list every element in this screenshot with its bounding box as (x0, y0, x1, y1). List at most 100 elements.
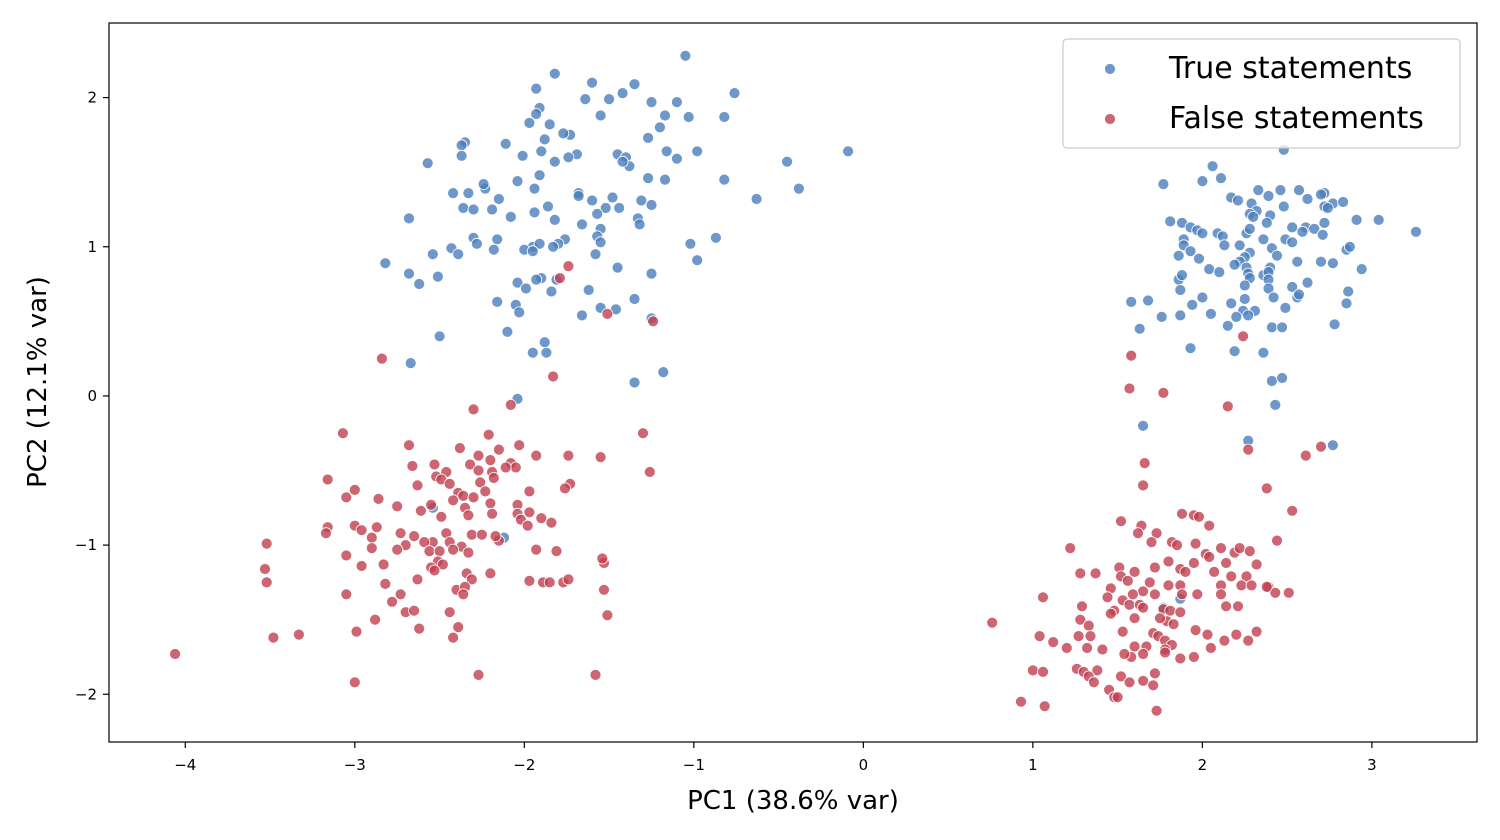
true-statement-point (793, 182, 805, 195)
legend-true-marker (1104, 63, 1116, 75)
false-statement-point (1047, 636, 1060, 648)
false-statement-point (457, 489, 470, 502)
true-statement-point (499, 137, 512, 150)
false-statement-point (369, 613, 382, 626)
false-statement-point (1203, 519, 1216, 532)
true-statement-point (660, 145, 673, 158)
false-statement-point (1230, 628, 1243, 641)
false-statement-point (372, 492, 385, 505)
false-statement-point (1174, 652, 1187, 665)
true-statement-point (1276, 321, 1288, 334)
false-statement-point (411, 573, 424, 586)
false-statement-point (379, 578, 392, 590)
true-statement-point (1293, 288, 1305, 301)
false-statement-point (447, 631, 460, 644)
false-statement-point (594, 451, 607, 464)
false-statement-point (1111, 691, 1124, 704)
true-statement-point (1350, 213, 1363, 226)
true-statement-point (750, 193, 763, 205)
true-statement-point (645, 199, 658, 211)
false-statement-point (340, 491, 353, 504)
false-statement-point (375, 352, 388, 365)
true-statement-point (645, 267, 658, 280)
true-statement-point (659, 173, 671, 186)
false-statement-point (1193, 510, 1205, 523)
false-statement-point (1125, 349, 1138, 362)
false-statement-point (428, 564, 441, 577)
true-statement-point (543, 118, 556, 131)
false-statement-point (499, 461, 512, 474)
true-statement-point (1410, 225, 1422, 238)
true-statement-point (467, 203, 480, 216)
false-statement-point (1167, 618, 1180, 631)
false-statement-point (1137, 479, 1149, 492)
false-statement-point (418, 536, 431, 548)
false-statement-point (1147, 679, 1160, 692)
false-statement-point (1128, 612, 1141, 625)
false-statement-point (1286, 504, 1299, 517)
true-statement-point (781, 155, 793, 168)
false-statement-point (1115, 670, 1127, 683)
true-statement-point (684, 237, 697, 250)
true-statement-point (535, 145, 548, 158)
true-statement-point (1137, 419, 1149, 432)
y-axis: −2 −1 0 1 2 (75, 89, 109, 703)
true-statement-point (562, 151, 575, 164)
true-statement-point (1193, 252, 1205, 265)
false-statement-point (1091, 664, 1104, 677)
true-statement-point (1213, 266, 1226, 279)
true-statement-point (526, 346, 539, 359)
true-statement-point (657, 366, 670, 379)
true-statement-point (431, 270, 444, 283)
false-statement-point (513, 439, 526, 452)
true-statement-point (455, 139, 468, 152)
true-statement-point (462, 187, 475, 200)
false-statement-point (267, 631, 280, 644)
false-statement-point (1128, 566, 1141, 578)
false-statement-point (1191, 588, 1204, 601)
true-statement-point (1286, 281, 1299, 293)
true-statement-point (691, 145, 704, 158)
true-statement-point (1157, 178, 1170, 191)
false-statement-point (1121, 575, 1134, 587)
false-statement-point (462, 546, 475, 559)
false-statement-point (1037, 591, 1049, 604)
false-statement-point (452, 621, 465, 633)
true-statement-point (1243, 222, 1256, 235)
true-statement-point (511, 276, 524, 289)
false-statement-point (411, 479, 424, 492)
true-statement-point (1271, 249, 1283, 262)
false-statement-point (1037, 666, 1049, 678)
false-statement-point (320, 527, 332, 540)
true-statement-point (594, 109, 607, 122)
y-tick-label: −2 (75, 685, 97, 703)
series-false-statements (169, 260, 1327, 717)
false-statement-point (1089, 567, 1102, 580)
true-statement-point (1228, 258, 1241, 271)
false-statement-point (475, 528, 488, 541)
false-statement-point (1116, 625, 1129, 638)
true-statement-point (1225, 297, 1238, 310)
false-statement-point (1128, 640, 1141, 653)
false-statement-point (1118, 648, 1131, 660)
true-statement-point (1327, 257, 1339, 270)
legend: True statements False statements (1062, 38, 1461, 149)
true-statement-point (404, 357, 417, 370)
true-statement-point (1252, 184, 1265, 197)
false-statement-point (1038, 700, 1051, 713)
false-statement-point (521, 519, 534, 532)
y-tick-label: −1 (75, 536, 97, 554)
false-statement-point (509, 461, 522, 474)
false-statement-point (1137, 601, 1149, 614)
false-statement-point (391, 500, 404, 513)
true-statement-point (1260, 216, 1273, 229)
x-tick-label: 3 (1367, 756, 1377, 774)
false-statement-point (370, 521, 383, 534)
true-statement-point (589, 248, 602, 261)
false-statement-point (474, 476, 487, 489)
false-statement-point (1137, 585, 1149, 598)
false-statement-point (492, 443, 505, 456)
false-statement-point (1171, 539, 1183, 551)
false-statement-point (535, 512, 548, 525)
